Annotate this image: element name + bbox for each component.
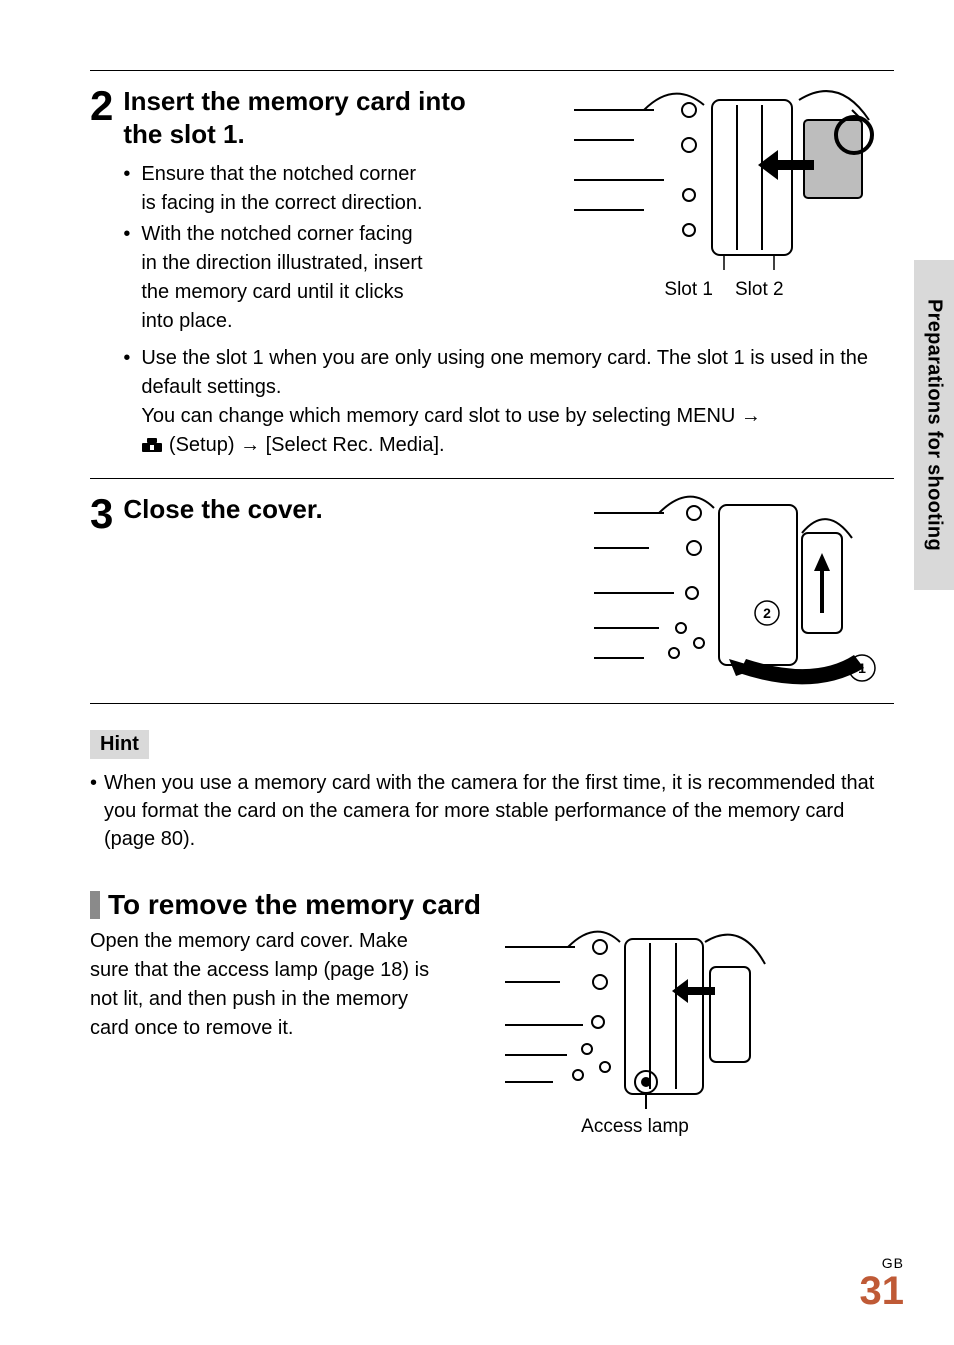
rule-mid [90, 478, 894, 479]
step-2-title-l2: the slot 1. [123, 119, 244, 149]
callout-2: 2 [763, 605, 771, 621]
step-2-b2-l2: in the direction illustrated, insert [141, 252, 422, 274]
step-2-b2-l1: With the notched corner facing [141, 223, 412, 245]
step-2-bullet-2: With the notched corner facing in the di… [123, 220, 528, 336]
step-3-title: Close the cover. [123, 493, 528, 526]
hint-item: When you use a memory card with the came… [90, 769, 894, 853]
footer-page-number: 31 [860, 1271, 905, 1311]
step-2-title-l1: Insert the memory card into [123, 86, 465, 116]
subhead-bar-icon [90, 891, 100, 919]
step-2-subline-1: You can change which memory card slot to… [123, 402, 894, 431]
step-2-bullet-3: Use the slot 1 when you are only using o… [123, 344, 894, 402]
close-cover-diagram: 2 1 [564, 493, 884, 693]
slot-2-label: Slot 2 [735, 279, 784, 301]
access-lamp-label: Access lamp [490, 1116, 780, 1138]
step-2: 2 Insert the memory card into the slot 1… [90, 85, 894, 460]
step-2-sub-l1a: You can change which memory card slot to… [141, 405, 741, 427]
step-3-number: 3 [90, 493, 113, 535]
step-2-sub-l2a: (Setup) [163, 434, 240, 456]
remove-card-diagram [490, 927, 780, 1112]
hint-label: Hint [90, 730, 149, 759]
slot-1-label: Slot 1 [664, 279, 713, 301]
step-3: 3 Close the cover. [90, 493, 894, 693]
remove-card-row: Open the memory card cover. Make sure th… [90, 927, 894, 1138]
step-2-b2-l3: the memory card until it clicks [141, 281, 403, 303]
remove-card-heading: To remove the memory card [108, 889, 481, 921]
chapter-tab-label: Preparations for shooting [923, 299, 946, 551]
step-2-sub-l2b: [Select Rec. Media]. [260, 434, 445, 456]
step-2-b2-l4: into place. [141, 310, 232, 332]
callout-1: 1 [858, 660, 866, 676]
remove-card-heading-row: To remove the memory card [90, 889, 894, 921]
hint-list: When you use a memory card with the came… [90, 769, 894, 853]
step-2-title: Insert the memory card into the slot 1. [123, 85, 528, 150]
rule-top [90, 70, 894, 71]
step-2-b1-l1: Ensure that the notched corner [141, 163, 416, 185]
step-2-b1-l2: is facing in the correct direction. [141, 192, 422, 214]
chapter-tab: Preparations for shooting [914, 260, 954, 590]
arrow-icon-2: → [240, 434, 260, 456]
arrow-icon: → [741, 405, 761, 427]
step-2-bullet-1: Ensure that the notched corner is facing… [123, 160, 528, 218]
setup-icon [141, 437, 163, 453]
step-2-number: 2 [90, 85, 113, 127]
step-2-subline-2: (Setup) → [Select Rec. Media]. [123, 431, 894, 460]
page-footer: GB 31 [860, 1255, 905, 1311]
rule-bottom [90, 703, 894, 704]
remove-card-text: Open the memory card cover. Make sure th… [90, 927, 430, 1138]
insert-card-diagram [564, 85, 884, 275]
